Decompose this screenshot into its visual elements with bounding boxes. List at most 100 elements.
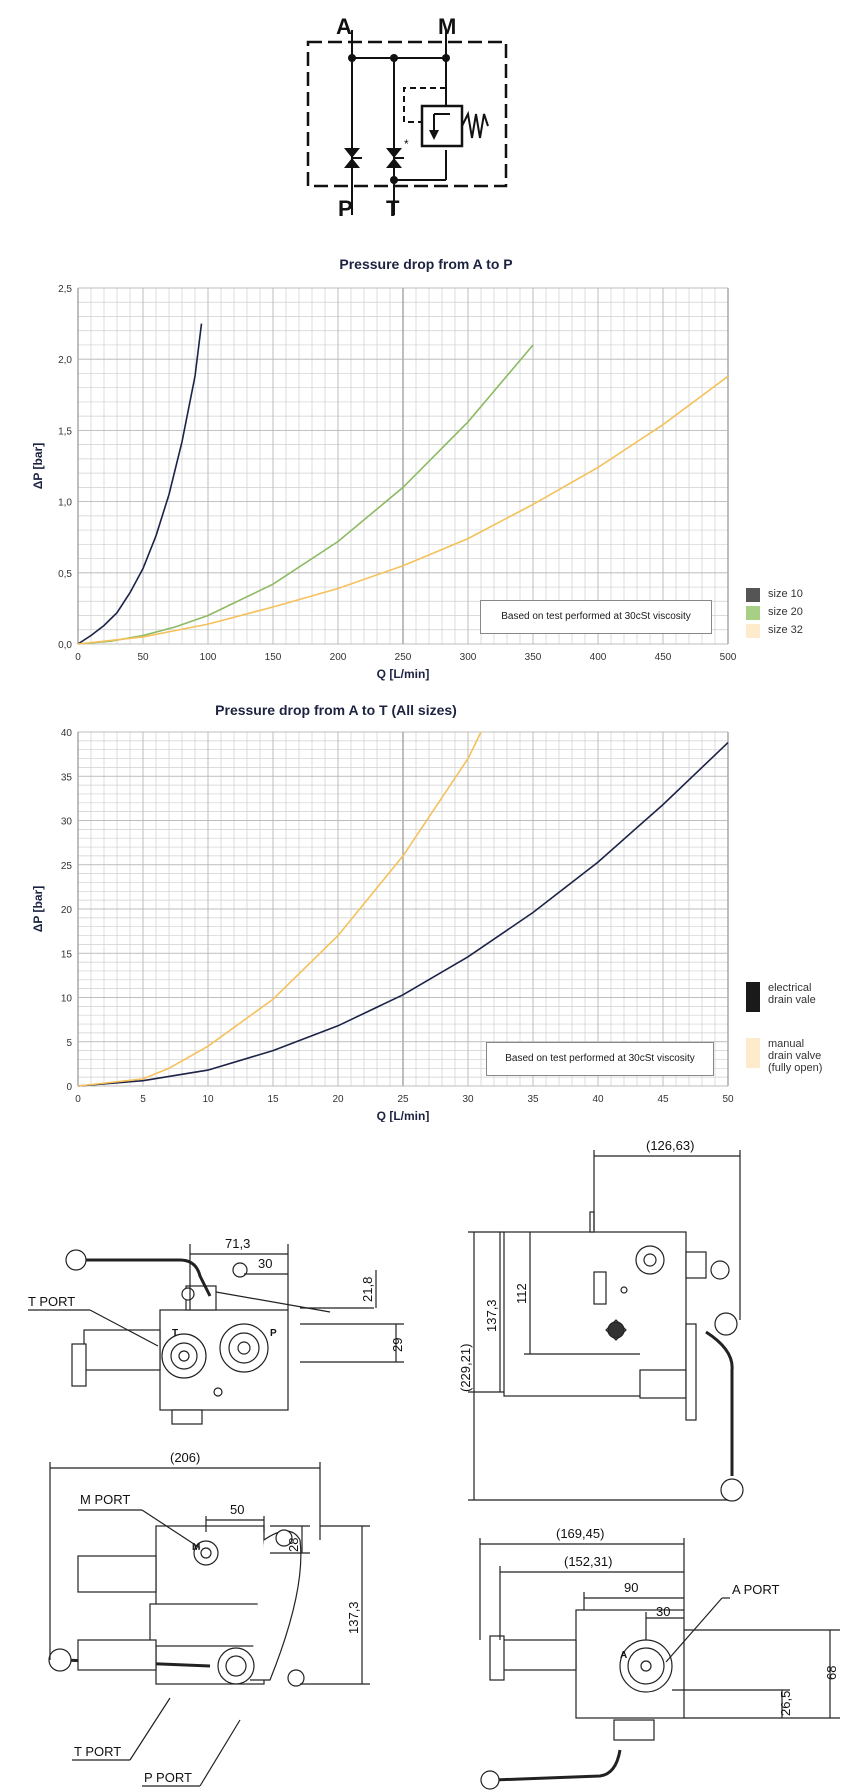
view2-dim-137: 137,3 <box>484 1299 499 1332</box>
view4-dim-265: 26,5 <box>778 1691 793 1716</box>
legend-label-electrical: electrical drain vale <box>768 982 816 1006</box>
chart2-plot: 0 5 10 15 20 25 30 35 40 45 50 0 5 10 15 20 25 30 35 40 Q [L… <box>31 728 734 1122</box>
schematic-asterisk: * <box>404 137 409 151</box>
view1-dim-top: 21,8 <box>360 1277 375 1302</box>
drawing-view-front: (126,63) 112 137,3 (229,21) <box>458 1138 744 1502</box>
x-tick-label: 50 <box>722 1094 734 1105</box>
chart1-plot: 0 50 100 150 200 250 300 350 400 450 500 0,0 0,5 1,0 1… <box>31 284 737 681</box>
legend-label-size20: size 20 <box>768 606 803 618</box>
legend-swatch-electrical <box>746 982 760 1012</box>
y-tick-label: 5 <box>66 1038 72 1049</box>
view3-p-port-label: P PORT <box>144 1770 192 1785</box>
view1-t-mark: T <box>172 1328 178 1339</box>
chart1-note: Based on test performed at 30cSt viscosi… <box>480 600 712 634</box>
view1-t-port-label: T PORT <box>28 1294 75 1309</box>
view2-dim-top: (126,63) <box>646 1138 694 1153</box>
legend-label-manual: manual drain valve (fully open) <box>768 1038 823 1074</box>
x-tick-label: 200 <box>330 652 347 663</box>
x-tick-label: 30 <box>462 1094 474 1105</box>
view1-dim-port: 29 <box>390 1338 405 1352</box>
x-tick-label: 25 <box>397 1094 409 1105</box>
schematic-port-a: A <box>336 14 352 39</box>
x-tick-label: 400 <box>590 652 607 663</box>
x-tick-label: 35 <box>527 1094 539 1105</box>
technical-drawings: T P 71,3 30 21,8 29 T PORT <box>28 1138 840 1790</box>
legend-label-size10: size 10 <box>768 588 803 600</box>
view1-dim-offset: 30 <box>258 1256 272 1271</box>
x-tick-label: 40 <box>592 1094 604 1105</box>
series-line <box>77 323 203 645</box>
x-tick-label: 350 <box>525 652 542 663</box>
drawing-view-top: M (206) 50 28 137,3 M PORT T PORT P PORT <box>48 1450 370 1787</box>
view4-dim-30: 30 <box>656 1604 670 1619</box>
x-tick-label: 5 <box>140 1094 146 1105</box>
series-line <box>77 731 482 1087</box>
view3-dim-28: 28 <box>286 1538 301 1552</box>
x-tick-label: 150 <box>265 652 282 663</box>
view4-dim-90: 90 <box>624 1580 638 1595</box>
chart1-legend: size 10 size 20 size 32 <box>746 588 803 642</box>
y-tick-label: 2,5 <box>58 284 72 295</box>
y-tick-label: 35 <box>61 772 73 783</box>
y-tick-label: 30 <box>61 817 73 828</box>
x-tick-label: 500 <box>720 652 737 663</box>
view2-dim-112: 112 <box>514 1283 529 1304</box>
view4-dim-68: 68 <box>824 1666 839 1680</box>
x-tick-label: 300 <box>460 652 477 663</box>
legend-swatch-manual <box>746 1038 760 1068</box>
chart2-note: Based on test performed at 30cSt viscosi… <box>486 1042 714 1076</box>
view3-dim-total: (206) <box>170 1450 200 1465</box>
view4-dim-152: (152,31) <box>564 1554 612 1569</box>
x-tick-label: 20 <box>332 1094 344 1105</box>
x-tick-label: 0 <box>75 652 81 663</box>
y-tick-label: 40 <box>61 728 73 739</box>
chart1-title: Pressure drop from A to P <box>339 256 513 272</box>
y-tick-label: 0 <box>66 1082 72 1093</box>
y-tick-label: 0,0 <box>58 640 72 651</box>
schematic-port-p: P <box>338 196 353 221</box>
legend-swatch-size32 <box>746 624 760 638</box>
y-tick-label: 2,0 <box>58 355 72 366</box>
x-tick-label: 100 <box>200 652 217 663</box>
y-tick-label: 15 <box>61 949 73 960</box>
hydraulic-schematic: A M P T * <box>306 14 508 221</box>
view3-dim-137: 137,3 <box>346 1601 361 1634</box>
x-tick-label: 0 <box>75 1094 81 1105</box>
drawing-view-side: T P 71,3 30 21,8 29 T PORT <box>28 1236 405 1425</box>
x-tick-label: 50 <box>137 652 149 663</box>
view4-a-port-label: A PORT <box>732 1582 780 1597</box>
series-line <box>77 375 729 645</box>
y-tick-label: 0,5 <box>58 569 72 580</box>
y-tick-label: 25 <box>61 861 73 872</box>
y-tick-label: 1,5 <box>58 426 72 437</box>
legend-swatch-size20 <box>746 606 760 620</box>
x-tick-label: 450 <box>655 652 672 663</box>
view3-dim-50: 50 <box>230 1502 244 1517</box>
view3-m-mark: M <box>192 1542 200 1553</box>
y-axis-label: ΔP [bar] <box>31 886 45 932</box>
view3-m-port-label: M PORT <box>80 1492 130 1507</box>
schematic-port-t: T <box>386 196 400 221</box>
legend-label-size32: size 32 <box>768 624 803 636</box>
y-tick-label: 10 <box>61 994 73 1005</box>
y-tick-label: 1,0 <box>58 498 72 509</box>
chart2-title: Pressure drop from A to T (All sizes) <box>215 702 457 718</box>
drawing-view-rear: A (169,45) (152,31) 90 30 68 26,5 A PORT <box>479 1526 840 1790</box>
view1-dim-width: 71,3 <box>225 1236 250 1251</box>
x-axis-label: Q [L/min] <box>377 1109 430 1122</box>
chart2-legend: electrical drain vale manual drain valve… <box>746 982 846 1078</box>
schematic-port-m: M <box>438 14 456 39</box>
x-tick-label: 250 <box>395 652 412 663</box>
series-line <box>77 344 534 645</box>
legend-swatch-size10 <box>746 588 760 602</box>
view1-p-mark: P <box>270 1328 277 1339</box>
x-tick-label: 45 <box>657 1094 669 1105</box>
series-line <box>77 742 729 1087</box>
view4-dim-total: (169,45) <box>556 1526 604 1541</box>
x-tick-label: 15 <box>267 1094 279 1105</box>
x-tick-label: 10 <box>202 1094 214 1105</box>
view2-dim-total: (229,21) <box>458 1344 473 1392</box>
y-axis-label: ΔP [bar] <box>31 443 45 489</box>
view3-t-port-label: T PORT <box>74 1744 121 1759</box>
y-tick-label: 20 <box>61 905 73 916</box>
